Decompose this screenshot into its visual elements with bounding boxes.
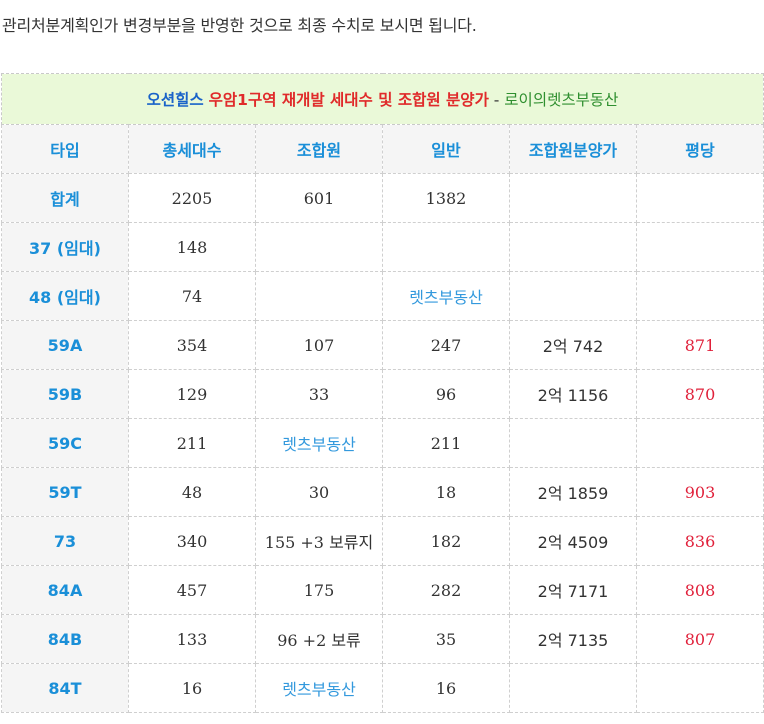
cell-member-price: 2억 7171 xyxy=(509,565,637,615)
header-type: 타입 xyxy=(1,124,129,174)
cell-member: 30 xyxy=(255,467,383,517)
cell-type: 84A xyxy=(1,565,129,615)
table-header-row: 타입 총세대수 조합원 일반 조합원분양가 평당 xyxy=(1,124,764,174)
cell-member-price: 2억 4509 xyxy=(509,516,637,566)
cell-total: 133 xyxy=(128,614,256,664)
cell-member-price xyxy=(509,418,637,468)
cell-type: 48 (임대) xyxy=(1,271,129,321)
cell-member-price xyxy=(509,271,637,321)
cell-general: 182 xyxy=(382,516,510,566)
table-row: 84A 457 175 282 2억 7171 808 xyxy=(1,565,764,615)
cell-member-price xyxy=(509,663,637,713)
table-row: 59C 211 렛츠부동산 211 xyxy=(1,418,764,468)
table-row: 59B 129 33 96 2억 1156 870 xyxy=(1,369,764,419)
header-member-price: 조합원분양가 xyxy=(509,124,637,174)
cell-type: 59A xyxy=(1,320,129,370)
cell-member xyxy=(255,271,383,321)
cell-general: 16 xyxy=(382,663,510,713)
cell-pyeong xyxy=(635,418,764,468)
cell-type: 37 (임대) xyxy=(1,222,129,272)
cell-total: 457 xyxy=(128,565,256,615)
title-source: 로이의렛츠부동산 xyxy=(504,91,619,109)
table-title: 오션힐스 우암1구역 재개발 세대수 및 조합원 분양가 - 로이의렛츠부동산 xyxy=(0,73,764,125)
header-pyeong: 평당 xyxy=(635,124,764,174)
cell-pyeong: 903 xyxy=(635,467,764,517)
header-general: 일반 xyxy=(382,124,510,174)
table-row: 48 (임대) 74 렛츠부동산 xyxy=(1,271,764,321)
title-separator: - xyxy=(493,91,505,109)
cell-type: 84B xyxy=(1,614,129,664)
cell-total: 340 xyxy=(128,516,256,566)
cell-pyeong xyxy=(635,173,764,223)
cell-member: 175 xyxy=(255,565,383,615)
cell-general: 1382 xyxy=(382,173,510,223)
cell-pyeong xyxy=(635,663,764,713)
cell-general: 96 xyxy=(382,369,510,419)
table-row: 59A 354 107 247 2억 742 871 xyxy=(1,320,764,370)
cell-pyeong: 836 xyxy=(635,516,764,566)
cell-general: 282 xyxy=(382,565,510,615)
table-row: 84T 16 렛츠부동산 16 xyxy=(1,663,764,713)
table-row: 합계 2205 601 1382 xyxy=(1,173,764,223)
header-member: 조합원 xyxy=(255,124,383,174)
cell-general: 211 xyxy=(382,418,510,468)
cell-pyeong xyxy=(635,271,764,321)
cell-member: 107 xyxy=(255,320,383,370)
title-brand: 오션힐스 xyxy=(146,91,204,109)
cell-pyeong xyxy=(635,222,764,272)
cell-general: 35 xyxy=(382,614,510,664)
cell-member: 601 xyxy=(255,173,383,223)
cell-total: 48 xyxy=(128,467,256,517)
cell-member-price: 2억 1859 xyxy=(509,467,637,517)
cell-type: 59C xyxy=(1,418,129,468)
table-row: 59T 48 30 18 2억 1859 903 xyxy=(1,467,764,517)
cell-general: 18 xyxy=(382,467,510,517)
title-main: 우암1구역 재개발 세대수 및 조합원 분양가 xyxy=(208,91,489,109)
cell-member-price: 2억 742 xyxy=(509,320,637,370)
cell-member xyxy=(255,222,383,272)
table-row: 84B 133 96 +2 보류 35 2억 7135 807 xyxy=(1,614,764,664)
table-title-row: 오션힐스 우암1구역 재개발 세대수 및 조합원 분양가 - 로이의렛츠부동산 xyxy=(0,73,764,125)
price-table: 오션힐스 우암1구역 재개발 세대수 및 조합원 분양가 - 로이의렛츠부동산 … xyxy=(0,73,764,713)
cell-general xyxy=(382,222,510,272)
cell-member-price xyxy=(509,173,637,223)
cell-member: 155 +3 보류지 xyxy=(255,516,383,566)
cell-total: 74 xyxy=(128,271,256,321)
intro-text: 관리처분계획인가 변경부분을 반영한 것으로 최종 수치로 보시면 됩니다. xyxy=(2,16,477,35)
cell-type: 84T xyxy=(1,663,129,713)
cell-general: 247 xyxy=(382,320,510,370)
header-total: 총세대수 xyxy=(128,124,256,174)
cell-member: 33 xyxy=(255,369,383,419)
cell-total: 354 xyxy=(128,320,256,370)
cell-member: 96 +2 보류 xyxy=(255,614,383,664)
cell-watermark: 렛츠부동산 xyxy=(255,663,383,713)
cell-total: 211 xyxy=(128,418,256,468)
cell-member-price: 2억 1156 xyxy=(509,369,637,419)
cell-pyeong: 808 xyxy=(635,565,764,615)
cell-member-price xyxy=(509,222,637,272)
cell-pyeong: 871 xyxy=(635,320,764,370)
cell-total: 16 xyxy=(128,663,256,713)
cell-type: 합계 xyxy=(1,173,129,223)
cell-type: 59B xyxy=(1,369,129,419)
table-row: 73 340 155 +3 보류지 182 2억 4509 836 xyxy=(1,516,764,566)
cell-total: 148 xyxy=(128,222,256,272)
cell-watermark: 렛츠부동산 xyxy=(382,271,510,321)
table-row: 37 (임대) 148 xyxy=(1,222,764,272)
cell-watermark: 렛츠부동산 xyxy=(255,418,383,468)
cell-type: 73 xyxy=(1,516,129,566)
cell-total: 129 xyxy=(128,369,256,419)
cell-pyeong: 870 xyxy=(635,369,764,419)
cell-type: 59T xyxy=(1,467,129,517)
cell-total: 2205 xyxy=(128,173,256,223)
cell-member-price: 2억 7135 xyxy=(509,614,637,664)
cell-pyeong: 807 xyxy=(635,614,764,664)
